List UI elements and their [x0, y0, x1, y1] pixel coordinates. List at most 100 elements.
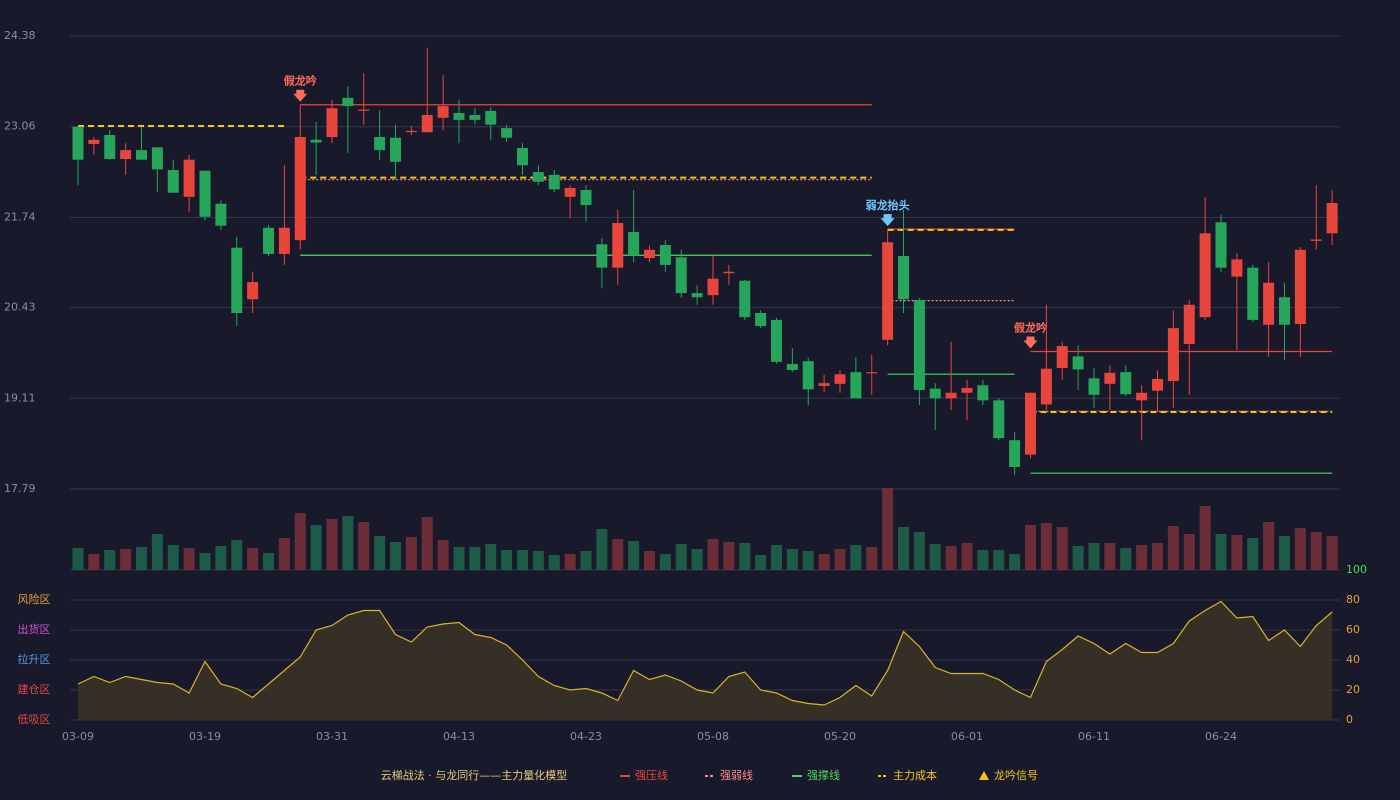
model-name: 云梯战法 · 与龙同行——主力量化模型 [381, 768, 568, 782]
zone-label: 风险区 [18, 592, 51, 606]
candle-body [1231, 259, 1243, 277]
candle-body [961, 387, 973, 393]
volume-bar [1056, 527, 1068, 570]
volume-bar [929, 544, 941, 570]
volume-bar [628, 541, 640, 570]
volume-bar [358, 522, 370, 570]
volume-bar [1088, 543, 1100, 570]
candle-body [1088, 378, 1100, 395]
x-tick-label: 03-09 [62, 730, 94, 743]
candle-body [771, 319, 782, 362]
legend-label: 强撑线 [807, 768, 840, 782]
y-tick-label: 100 [1346, 563, 1367, 576]
candle-body [1183, 304, 1195, 344]
candle-body [802, 361, 814, 390]
volume-bar [278, 538, 290, 570]
volume-bar [1009, 554, 1021, 570]
volume-bar [72, 548, 84, 570]
candle-body [644, 249, 655, 259]
volume-bar [1326, 536, 1338, 570]
volume-bar [421, 517, 433, 570]
candle-body [977, 385, 989, 401]
volume-bar [675, 544, 687, 570]
candle-body [1167, 328, 1179, 382]
signal-arrow [1023, 336, 1038, 349]
volume-bar [850, 545, 862, 570]
volume-bar [707, 539, 719, 570]
candle-body [755, 313, 767, 327]
candle-body [437, 106, 449, 118]
volume-bar [755, 555, 767, 570]
candle-body [1056, 346, 1068, 369]
oscillator-line [77, 600, 1333, 706]
candle-body [1215, 222, 1227, 268]
legend-label: 主力成本 [893, 768, 937, 782]
candle-body [1247, 267, 1259, 320]
volume-bar [993, 550, 1005, 570]
candle-body [1040, 368, 1052, 405]
y-tick-label: 20 [1346, 683, 1360, 696]
y-tick-label: 21.74 [4, 210, 36, 223]
volume-bar [1136, 545, 1148, 570]
volume-bar [1279, 536, 1290, 570]
volume-bar [771, 545, 782, 570]
volume-bar [818, 554, 830, 570]
volume-bar [596, 529, 608, 570]
candle-body [866, 372, 878, 374]
candle-body [834, 374, 846, 384]
y-tick-label: 24.38 [4, 29, 36, 42]
candle-body [850, 372, 862, 399]
candle-body [1104, 372, 1116, 384]
volume-bar [310, 525, 322, 570]
volume-bar [88, 554, 100, 570]
volume-bar [1120, 548, 1132, 570]
candle-body [1072, 356, 1084, 370]
y-tick-label: 20.43 [4, 301, 36, 314]
zone-label: 低吸区 [18, 713, 51, 726]
candle-body [120, 150, 132, 160]
volume-bar [1215, 534, 1227, 570]
legend-label: 强弱线 [720, 768, 753, 782]
volume-bar [548, 555, 560, 570]
volume-bar [1199, 506, 1211, 570]
candle-body [532, 172, 544, 182]
volume-bar [961, 543, 973, 570]
candle-body [564, 187, 576, 197]
volume-bar [739, 543, 751, 570]
candle-body [88, 139, 100, 144]
candle-body [993, 400, 1005, 439]
volume-bar [453, 547, 465, 570]
x-tick-label: 03-19 [189, 730, 221, 743]
volume-bar [247, 548, 259, 570]
volume-bar [231, 540, 243, 570]
candle-body [596, 244, 608, 268]
candle-body [723, 271, 735, 274]
y-tick-label: 0 [1346, 713, 1353, 726]
volume-bar [882, 488, 894, 570]
candle-body [1136, 392, 1148, 401]
candle-body [1310, 239, 1322, 241]
candle-body [199, 170, 211, 217]
candle-body [183, 159, 195, 197]
volume-bar [1104, 543, 1116, 570]
candle-body [612, 222, 624, 268]
candle-body [231, 247, 243, 314]
candle-body [580, 189, 592, 206]
candle-body [1199, 233, 1211, 318]
candle-body [294, 137, 306, 241]
candle-body [72, 126, 84, 160]
volume-bar [913, 532, 925, 570]
x-tick-label: 06-24 [1205, 730, 1237, 743]
volume-bar [834, 549, 846, 570]
volume-bar [1310, 532, 1322, 570]
legend-signal-icon [979, 771, 989, 780]
candle-body [628, 231, 640, 256]
x-tick-label: 05-20 [824, 730, 856, 743]
volume-bar [374, 536, 386, 570]
volume-bar [802, 551, 814, 570]
candle-body [453, 112, 465, 120]
signal-label: 弱龙抬头 [866, 198, 910, 212]
candle-body [104, 134, 116, 160]
candle-body [1120, 372, 1132, 395]
